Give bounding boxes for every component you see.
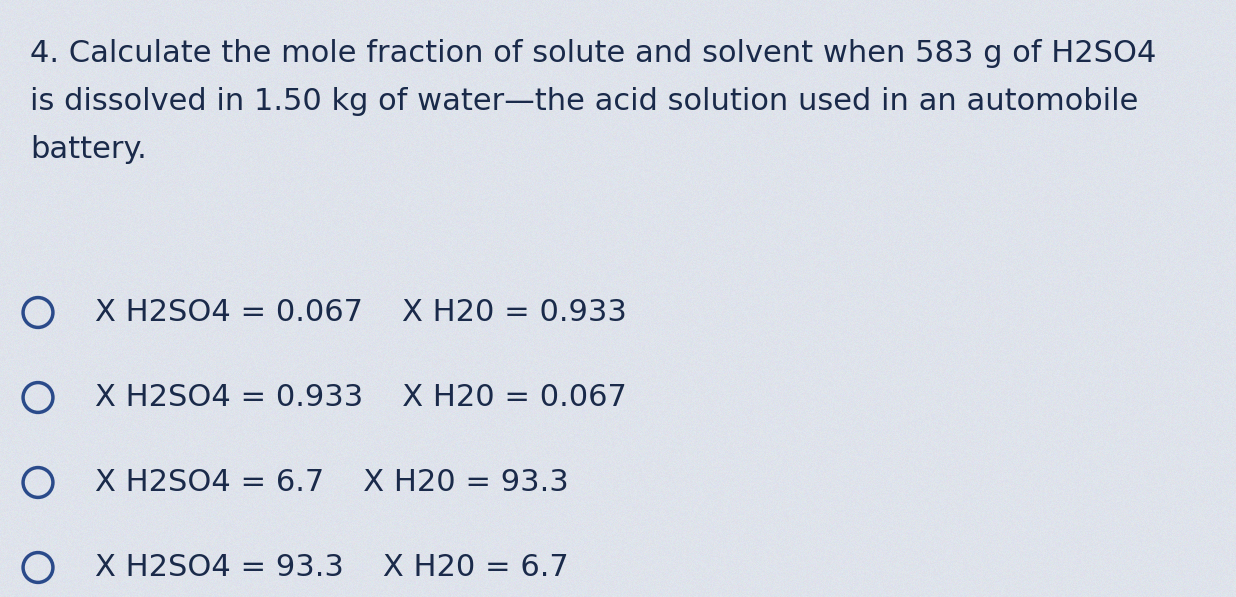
Text: is dissolved in 1.50 kg of water—the acid solution used in an automobile: is dissolved in 1.50 kg of water—the aci…	[30, 88, 1138, 116]
Text: X H2SO4 = 6.7    X H20 = 93.3: X H2SO4 = 6.7 X H20 = 93.3	[95, 468, 569, 497]
Text: X H2SO4 = 93.3    X H20 = 6.7: X H2SO4 = 93.3 X H20 = 6.7	[95, 553, 569, 582]
Text: battery.: battery.	[30, 136, 147, 165]
Text: X H2SO4 = 0.067    X H20 = 0.933: X H2SO4 = 0.067 X H20 = 0.933	[95, 298, 627, 327]
Text: 4. Calculate the mole fraction of solute and solvent when 583 g of H2SO4: 4. Calculate the mole fraction of solute…	[30, 39, 1157, 69]
Text: X H2SO4 = 0.933    X H20 = 0.067: X H2SO4 = 0.933 X H20 = 0.067	[95, 383, 627, 412]
